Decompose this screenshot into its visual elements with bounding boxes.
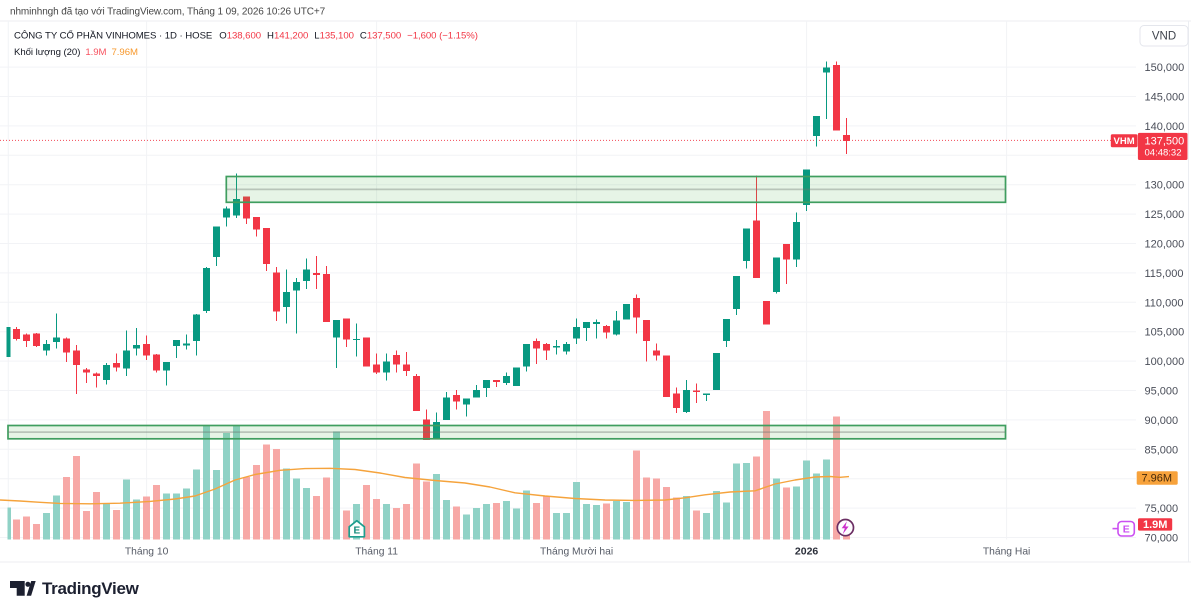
svg-text:150,000: 150,000 xyxy=(1145,62,1185,74)
svg-text:E: E xyxy=(1123,524,1130,536)
svg-text:Tháng Hai: Tháng Hai xyxy=(983,546,1031,557)
svg-text:Khối lượng (20)1.9M7.96M: Khối lượng (20) 1.9M 7.96M xyxy=(14,47,138,58)
svg-text:125,000: 125,000 xyxy=(1145,209,1185,221)
svg-text:70,000: 70,000 xyxy=(1145,533,1179,545)
svg-text:90,000: 90,000 xyxy=(1145,415,1179,427)
svg-text:100,000: 100,000 xyxy=(1145,356,1185,368)
svg-text:CÔNG TY CỔ PHẦN VINHOMES · 1D: CÔNG TY CỔ PHẦN VINHOMES · 1D · HOSE O138… xyxy=(14,30,478,42)
svg-text:75,000: 75,000 xyxy=(1145,503,1179,515)
svg-text:nhminhngh đã tạo với TradingVi: nhminhngh đã tạo với TradingView.com, Th… xyxy=(10,7,326,18)
svg-text:95,000: 95,000 xyxy=(1145,386,1179,398)
svg-text:85,000: 85,000 xyxy=(1145,444,1179,456)
svg-text:Tháng 10: Tháng 10 xyxy=(125,546,169,557)
svg-text:TradingView: TradingView xyxy=(42,579,140,598)
svg-text:VND: VND xyxy=(1152,31,1176,43)
svg-text:VHM: VHM xyxy=(1114,136,1135,147)
svg-text:Tháng 11: Tháng 11 xyxy=(355,546,398,557)
svg-text:7.96M: 7.96M xyxy=(1142,473,1173,485)
svg-text:145,000: 145,000 xyxy=(1145,92,1185,104)
svg-text:1.9M: 1.9M xyxy=(1143,519,1167,531)
svg-text:120,000: 120,000 xyxy=(1145,239,1185,251)
svg-text:130,000: 130,000 xyxy=(1145,180,1185,192)
svg-text:110,000: 110,000 xyxy=(1145,297,1184,309)
svg-text:2026: 2026 xyxy=(795,545,819,557)
svg-text:105,000: 105,000 xyxy=(1145,327,1185,339)
svg-text:140,000: 140,000 xyxy=(1145,121,1185,133)
svg-text:137,500: 137,500 xyxy=(1145,136,1185,148)
svg-text:Tháng Mười hai: Tháng Mười hai xyxy=(540,546,613,557)
svg-text:115,000: 115,000 xyxy=(1145,268,1184,280)
svg-text:04:48:32: 04:48:32 xyxy=(1145,147,1182,158)
svg-text:E: E xyxy=(353,526,360,537)
